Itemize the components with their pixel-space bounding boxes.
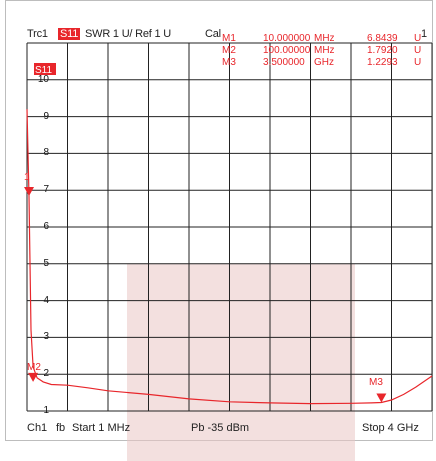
marker-name: M1 [222,33,236,44]
trace-badge-bg [34,63,56,75]
y-tick-label: 9 [43,110,49,122]
parameter-badge[interactable]: S11 [58,28,81,40]
y-tick-label: 10 [37,73,49,85]
marker-freq: 3.500000 [263,57,305,68]
calibration-label: Cal [205,28,221,40]
y-tick-label: 4 [43,294,49,306]
marker-name: M2 [222,45,236,56]
marker-value: 1.7920 [367,45,398,56]
marker-m1-label: 1 [24,172,30,183]
start-frequency[interactable]: Start 1 MHz [72,422,131,434]
marker-value: 6.8439 [367,33,398,44]
y-tick-label: 8 [43,147,49,159]
y-tick-label: 3 [43,331,49,343]
marker-name: M3 [222,57,236,68]
marker-value: 1.2293 [367,57,398,68]
footer-fb: fb [56,422,66,434]
s11-trace [26,109,433,405]
marker-freq: 100.00000 [263,45,311,56]
y-tick-label: 2 [43,368,49,380]
marker-vunit: U [414,33,422,44]
marker-freq: 10.000000 [263,33,311,44]
power-level[interactable]: Pb -35 dBm [191,422,250,434]
stop-frequency[interactable]: Stop 4 GHz [362,422,419,434]
marker-m1 [24,186,35,196]
marker-unit: GHz [314,57,334,68]
footer-channel[interactable]: Ch1 [27,422,48,434]
format-scale-label[interactable]: SWR 1 U/ Ref 1 U [85,28,172,40]
trace-badge: S11 [35,65,52,76]
marker-vunit: U [414,45,422,56]
plot-area[interactable]: S11 [24,42,433,412]
trace-name[interactable]: Trc1 [27,28,48,40]
marker-unit: MHz [314,33,335,44]
watermark [127,264,355,461]
channel-number: 1 [421,28,427,40]
marker-vunit: U [414,57,422,68]
marker-m3-label: M3 [369,377,383,388]
marker-m2 [28,372,39,382]
marker-m2-label: M2 [27,362,41,373]
s11-swr-chart: S11 [24,42,433,412]
y-tick-label: 7 [43,184,49,196]
marker-unit: MHz [314,45,335,56]
y-tick-label: 5 [43,257,49,269]
marker-m3 [376,393,387,403]
